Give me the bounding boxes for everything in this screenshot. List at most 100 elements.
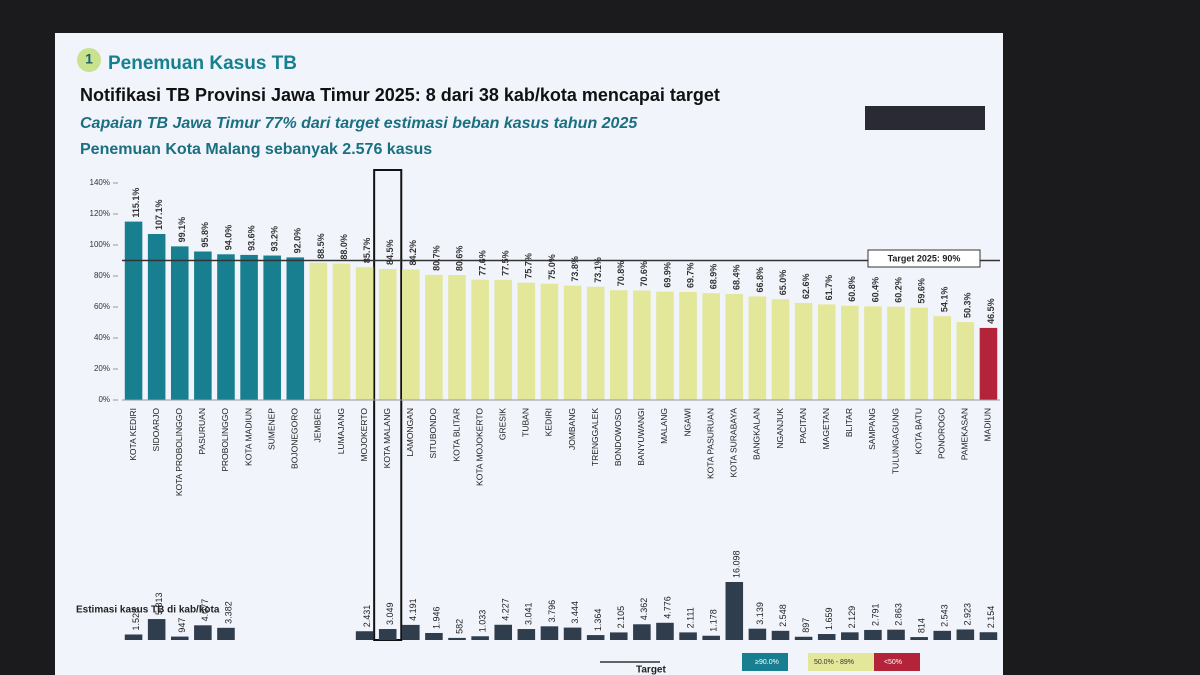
bar xyxy=(147,233,166,400)
legend-swatch xyxy=(742,653,788,671)
value-label: 95.8% xyxy=(200,222,210,248)
value-label: 94.0% xyxy=(223,225,233,251)
value-label: 68.9% xyxy=(709,264,719,290)
bar xyxy=(263,255,281,400)
value-label: 80.7% xyxy=(431,245,441,271)
value-label: 88.5% xyxy=(316,233,326,259)
bar xyxy=(748,296,767,400)
estimate-label: 1.178 xyxy=(709,609,719,632)
estimate-label: 3.444 xyxy=(570,601,580,624)
y-tick-label: 140% xyxy=(90,178,110,187)
value-label: 84.5% xyxy=(385,239,395,265)
value-label: 60.2% xyxy=(893,277,903,303)
estimate-bar xyxy=(910,637,928,640)
estimate-label: 3.796 xyxy=(547,600,557,623)
x-tick-label: SUMENEP xyxy=(266,408,276,450)
bar xyxy=(540,283,559,400)
bar xyxy=(217,254,235,400)
estimate-bar xyxy=(517,629,536,640)
estimate-label: 947 xyxy=(177,618,187,633)
value-label: 93.2% xyxy=(270,226,280,252)
bar xyxy=(402,269,420,400)
estimate-label: 2.154 xyxy=(986,606,996,629)
bar xyxy=(933,316,952,400)
estimate-label: 3.139 xyxy=(755,602,765,625)
estimate-bar xyxy=(563,627,582,640)
value-label: 88.0% xyxy=(339,234,349,260)
estimate-label: 3.382 xyxy=(223,601,233,624)
value-label: 60.8% xyxy=(847,276,857,302)
value-label: 66.8% xyxy=(755,267,765,293)
legend-label: 50.0% - 89% xyxy=(814,659,854,666)
value-label: 54.1% xyxy=(940,287,950,313)
x-tick-label: KOTA MOJOKERTO xyxy=(474,408,484,486)
estimate-bar xyxy=(402,624,420,640)
estimate-label: 4.227 xyxy=(501,598,511,621)
estimate-bar xyxy=(817,634,836,640)
bar xyxy=(910,307,928,400)
target-label-box xyxy=(867,249,981,268)
x-tick-label: MAGETAN xyxy=(821,408,831,449)
bar xyxy=(656,291,674,400)
x-tick-label: NGAWI xyxy=(682,408,692,437)
x-tick-label: KOTA SURABAYA xyxy=(729,408,739,478)
estimate-bar xyxy=(147,619,166,640)
value-label: 62.6% xyxy=(801,273,811,299)
bar xyxy=(563,285,582,400)
value-label: 70.8% xyxy=(616,261,626,287)
chart-subtitle: Penemuan Kota Malang sebanyak 2.576 kasu… xyxy=(80,141,432,158)
x-tick-label: MALANG xyxy=(659,408,669,444)
value-label: 73.1% xyxy=(593,257,603,283)
estimate-bar xyxy=(656,622,674,640)
estimate-label: 897 xyxy=(801,618,811,633)
bar xyxy=(633,290,651,400)
estimate-bar xyxy=(448,637,466,640)
x-tick-label: BOJONEGORO xyxy=(290,408,300,469)
y-tick-label: 80% xyxy=(94,271,110,280)
estimate-bar xyxy=(494,624,513,640)
estimate-label: 16.098 xyxy=(732,550,742,578)
estimate-label: 2.111 xyxy=(685,607,695,628)
bar xyxy=(864,306,882,400)
value-label: 70.6% xyxy=(639,261,649,287)
estimate-label: 1.033 xyxy=(478,610,488,633)
bar xyxy=(240,254,258,400)
estimate-bar xyxy=(124,634,143,640)
estimate-bar xyxy=(702,635,720,640)
bar xyxy=(794,302,813,400)
estimate-bar xyxy=(956,629,975,640)
estimate-bar xyxy=(748,628,767,640)
y-tick-label: 0% xyxy=(98,395,110,404)
estimate-bar xyxy=(194,625,212,640)
estimate-bar xyxy=(425,632,443,640)
value-label: 75.0% xyxy=(547,254,557,280)
estimate-label: 2.105 xyxy=(616,606,626,629)
x-tick-label: JOMBANG xyxy=(567,408,577,450)
estimate-label: 4.077 xyxy=(200,599,210,622)
x-tick-label: PASURUAN xyxy=(197,408,207,455)
estimate-label: 2.863 xyxy=(893,603,903,626)
value-label: 69.9% xyxy=(662,262,672,288)
x-tick-label: MOJOKERTO xyxy=(359,408,369,462)
estimate-bar xyxy=(887,629,905,640)
legend-swatch xyxy=(874,653,920,671)
y-tick-label: 40% xyxy=(94,333,110,342)
value-label: 93.6% xyxy=(246,225,256,251)
chart-subtitle: Capaian TB Jawa Timur 77% dari target es… xyxy=(80,115,638,132)
x-tick-label: PROBOLINGGO xyxy=(220,408,230,472)
estimate-label: 1.946 xyxy=(431,606,441,629)
value-label: 115.1% xyxy=(131,188,141,218)
bar xyxy=(471,279,489,400)
bar xyxy=(517,282,536,400)
estimate-bar xyxy=(979,632,998,640)
y-tick-label: 60% xyxy=(94,302,110,311)
y-tick-label: 20% xyxy=(94,364,110,373)
bar xyxy=(887,306,905,400)
estimate-label: 3.041 xyxy=(524,603,534,626)
bar xyxy=(702,293,720,400)
bar xyxy=(586,286,605,400)
x-tick-label: KOTA PASURUAN xyxy=(705,408,715,479)
y-tick-label: 100% xyxy=(90,240,110,249)
value-label: 77.5% xyxy=(501,250,511,276)
